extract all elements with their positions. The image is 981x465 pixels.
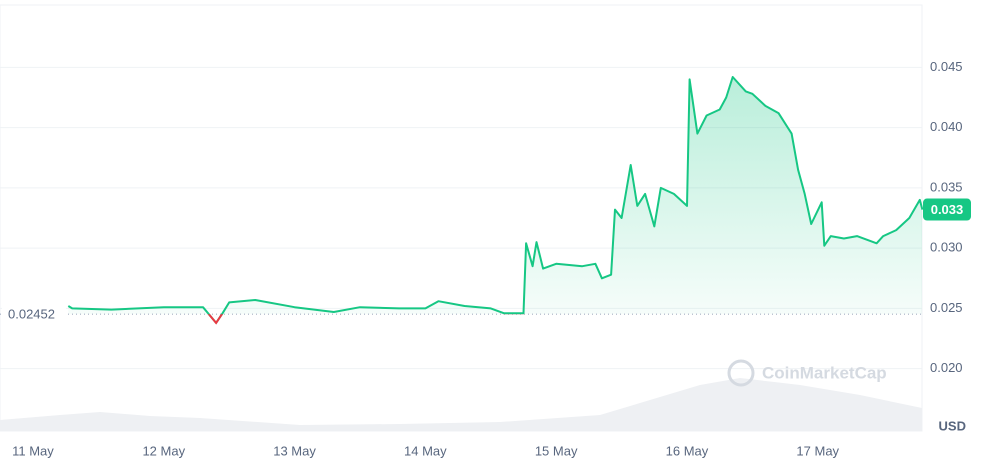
x-tick-label: 15 May <box>535 443 578 458</box>
reference-label: 0.02452 <box>8 307 55 322</box>
y-tick-label: 0.020 <box>930 360 963 375</box>
price-area <box>68 77 922 315</box>
watermark-text: CoinMarketCap <box>762 363 887 382</box>
x-tick-label: 16 May <box>666 443 709 458</box>
reference-label-bg <box>2 305 66 324</box>
price-line <box>67 76 924 324</box>
x-tick-label: 11 May <box>12 443 54 458</box>
y-tick-label: 0.040 <box>930 119 963 134</box>
volume-area <box>0 378 922 431</box>
y-axis-label: USD <box>939 418 966 433</box>
watermark: CoinMarketCap <box>727 359 887 387</box>
y-tick-label: 0.030 <box>930 240 963 255</box>
current-price-badge <box>923 198 971 221</box>
current-price-label: 0.033 <box>931 202 964 217</box>
x-tick-label: 12 May <box>142 443 185 458</box>
x-tick-label: 14 May <box>404 443 447 458</box>
y-tick-label: 0.035 <box>930 179 963 194</box>
x-tick-label: 17 May <box>796 443 839 458</box>
y-tick-label: 0.025 <box>930 300 963 315</box>
y-tick-label: 0.045 <box>930 59 963 74</box>
x-tick-label: 13 May <box>273 443 316 458</box>
